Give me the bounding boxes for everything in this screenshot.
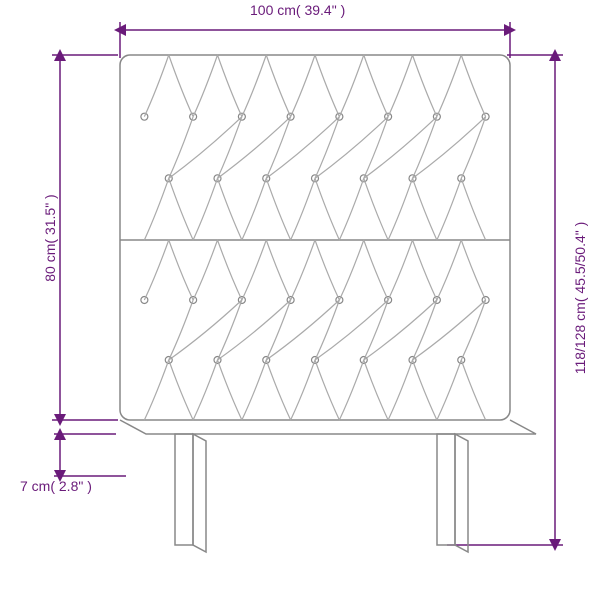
dimension-lines [52,22,563,545]
diagram-canvas [0,0,600,600]
total-height-label: 118/128 cm( 45.5/50.4" ) [572,188,588,408]
width-label: 100 cm( 39.4" ) [250,2,345,18]
depth-label: 7 cm( 2.8" ) [20,478,92,494]
headboard-drawing [120,55,536,552]
panel-height-label: 80 cm( 31.5" ) [42,168,58,308]
